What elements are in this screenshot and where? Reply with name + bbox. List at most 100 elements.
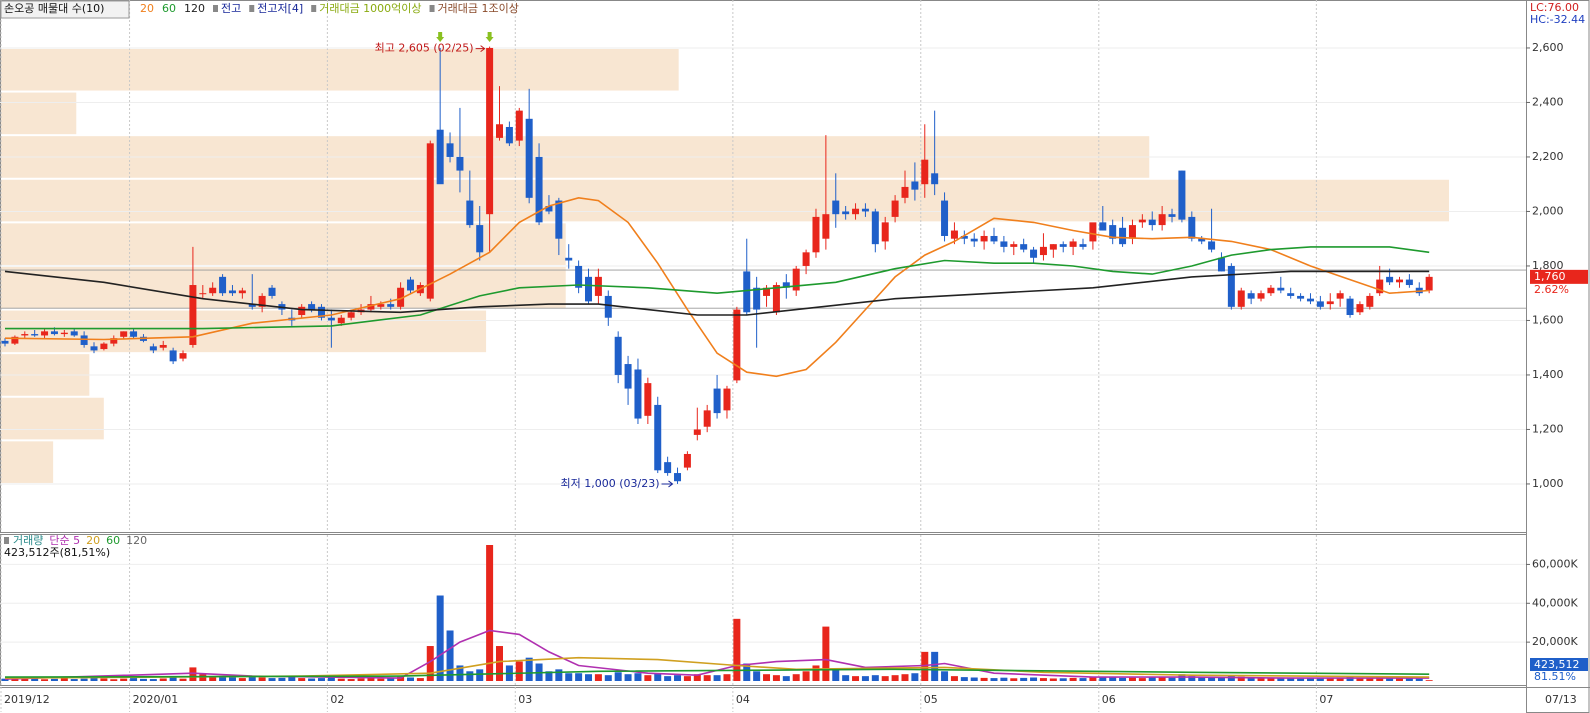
candle-body xyxy=(990,235,998,242)
volume-bar xyxy=(812,665,820,681)
volume-bar xyxy=(90,677,98,681)
candle-body xyxy=(120,331,128,337)
volume-bar xyxy=(159,678,167,681)
candle-body xyxy=(644,383,652,416)
legend-marker xyxy=(249,5,255,12)
last-date: 07/13 xyxy=(1545,693,1577,706)
volume-bar xyxy=(674,675,682,681)
legend-item: 거래대금 1조이상 xyxy=(438,2,519,15)
volume-bar xyxy=(703,675,711,681)
volume-bar xyxy=(288,677,296,681)
candle-body xyxy=(654,404,662,471)
volume-bar xyxy=(1425,680,1433,681)
candle-body xyxy=(11,336,19,344)
volume-bar xyxy=(990,678,998,681)
candle-body xyxy=(1010,244,1018,247)
x-tick-label: 04 xyxy=(736,693,750,706)
volume-bar xyxy=(772,675,780,681)
candle-body xyxy=(436,129,444,185)
candle-body xyxy=(664,462,672,474)
y-tick-label: 2,200 xyxy=(1532,150,1564,163)
volume-bar xyxy=(723,674,731,681)
volume-bar xyxy=(31,678,39,681)
volume-bar xyxy=(782,676,790,681)
volume-bar xyxy=(1099,677,1107,681)
volume-bar xyxy=(337,678,345,681)
candle-body xyxy=(31,334,39,336)
volume-bar xyxy=(1168,677,1176,681)
candle-body xyxy=(209,287,217,294)
volume-profile-band xyxy=(1,441,54,483)
volume-bar xyxy=(387,678,395,681)
volume-bar xyxy=(832,669,840,681)
volume-bar xyxy=(1188,676,1196,681)
volume-bar xyxy=(733,618,741,681)
volume-bar xyxy=(555,669,563,681)
x-tick-label: 03 xyxy=(518,693,532,706)
candle-body xyxy=(505,126,513,144)
x-tick-label: 2020/01 xyxy=(133,693,179,706)
candle-body xyxy=(317,306,325,318)
candle-body xyxy=(327,317,335,321)
candle-body xyxy=(881,222,889,242)
candle-body xyxy=(1059,244,1067,247)
candle-body xyxy=(891,200,899,217)
volume-bar xyxy=(980,677,988,681)
candle-body xyxy=(248,304,256,307)
volume-bar xyxy=(654,673,662,681)
legend-marker xyxy=(311,5,317,12)
candle-body xyxy=(1237,290,1245,307)
candle-body xyxy=(258,295,266,307)
y-tick-label: 1,200 xyxy=(1532,422,1564,435)
high-arrow xyxy=(475,45,486,52)
candle-body xyxy=(545,206,553,212)
candle-body xyxy=(1020,244,1028,250)
volume-bar xyxy=(50,678,58,681)
moving-average xyxy=(5,246,1430,330)
candle-body xyxy=(149,346,157,351)
candle-body xyxy=(1336,293,1344,299)
volume-bar xyxy=(60,678,68,681)
candle-body xyxy=(90,346,98,351)
candle-body xyxy=(70,331,78,336)
volume-bar xyxy=(871,675,879,681)
candle-body xyxy=(110,338,118,344)
candle-body xyxy=(733,309,741,381)
volume-bar xyxy=(901,674,909,681)
candle-body xyxy=(41,331,49,336)
candle-body xyxy=(921,159,929,185)
volume-bar xyxy=(515,661,523,681)
candle-body xyxy=(614,336,622,375)
candle-body xyxy=(832,200,840,215)
legend-ma: 120 xyxy=(184,2,205,15)
candle-body xyxy=(1000,241,1008,247)
volume-bar xyxy=(1415,678,1423,681)
volume-bar xyxy=(456,665,464,681)
candle-body xyxy=(1089,222,1097,242)
candle-body xyxy=(1138,219,1146,223)
volume-bar xyxy=(377,678,385,681)
volume-bar xyxy=(149,679,157,681)
volume-bar xyxy=(1010,678,1018,681)
volume-bar xyxy=(1079,678,1087,681)
candle-body xyxy=(219,276,227,294)
candle-body xyxy=(1257,293,1265,299)
volume-bar xyxy=(683,676,691,681)
candle-body xyxy=(238,290,246,294)
candle-body xyxy=(772,285,780,313)
volume-bar xyxy=(1395,678,1403,681)
candle-body xyxy=(683,453,691,468)
high-annotation: 최고 2,605 (02/25) xyxy=(375,42,474,55)
volume-bar xyxy=(1039,678,1047,681)
x-tick-label: 05 xyxy=(924,693,938,706)
candle-body xyxy=(397,287,405,307)
candle-body xyxy=(1119,227,1127,245)
x-tick-label: 06 xyxy=(1102,693,1116,706)
candle-body xyxy=(189,285,197,345)
candle-body xyxy=(50,331,58,335)
volume-bar xyxy=(466,671,474,681)
volume-bar xyxy=(881,676,889,681)
volume-profile-band xyxy=(1,266,566,309)
volume-bar xyxy=(753,671,761,681)
y-tick-label: 1,800 xyxy=(1532,259,1564,272)
